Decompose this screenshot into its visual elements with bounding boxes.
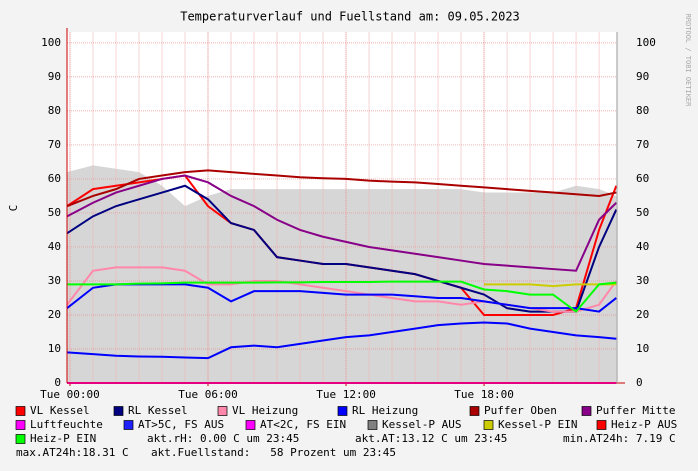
y-tick-label: 60 (48, 172, 61, 185)
y-tick-label-right: 70 (636, 138, 649, 151)
y-tick-label-right: 90 (636, 70, 649, 83)
legend-label: RL Heizung (352, 404, 418, 417)
y-tick-label-right: 10 (636, 342, 649, 355)
y-tick-label: 40 (48, 240, 61, 253)
y-tick-label-right: 30 (636, 274, 649, 287)
legend-swatch (15, 406, 26, 416)
y-tick-label: 20 (48, 308, 61, 321)
legend-swatch (245, 420, 256, 430)
series-line (66, 321, 617, 360)
annotation: akt.rH: 0.00 C um 23:45 (147, 432, 299, 445)
chart-title: Temperaturverlauf und Fuellstand am: 09.… (180, 10, 520, 24)
y-tick-label-right: 20 (636, 308, 649, 321)
legend-label: Kessel-P AUS (382, 418, 461, 431)
legend-swatch (123, 420, 134, 430)
legend-label: VL Heizung (232, 404, 298, 417)
annotation: min.AT24h: 7.19 C (563, 432, 676, 445)
y-tick-label-right: 60 (636, 172, 649, 185)
legend-label: AT>5C, FS AUS (138, 418, 224, 431)
legend-swatch (217, 406, 228, 416)
legend-label: Kessel-P EIN (498, 418, 577, 431)
area (67, 165, 617, 383)
y-tick-label: 10 (48, 342, 61, 355)
legend-label: VL Kessel (30, 404, 90, 417)
y-tick-label: 70 (48, 138, 61, 151)
series-line (67, 280, 617, 313)
legend-label: AT<2C, FS EIN (260, 418, 346, 431)
x-tick-label: Tue 18:00 (454, 388, 514, 401)
y-tick-label: 90 (48, 70, 61, 83)
legend-label: Puffer Oben (484, 404, 557, 417)
annotation: akt.AT:13.12 C um 23:45 (355, 432, 507, 445)
legend-swatch (581, 406, 592, 416)
annotation: akt.Fuellstand: 58 Prozent um 23:45 (151, 446, 396, 459)
y-tick-label: 50 (48, 206, 61, 219)
series-line (66, 174, 618, 272)
y-axis-label: C (7, 205, 20, 212)
legend-swatch (367, 420, 378, 430)
y-tick-label-right: 80 (636, 104, 649, 117)
y-tick-label-right: 0 (636, 376, 643, 389)
legend-label: Heiz-P EIN (30, 432, 96, 445)
y-tick-label-right: 100 (636, 36, 656, 49)
x-tick-label: Tue 06:00 (178, 388, 238, 401)
x-tick-label: Tue 12:00 (316, 388, 376, 401)
legend-label: Luftfeuchte (30, 418, 103, 431)
x-tick-label: Tue 00:00 (40, 388, 100, 401)
watermark: RRDTOOL / TOBI OETIKER (684, 14, 692, 108)
legend-swatch (15, 420, 26, 430)
y-tick-label: 0 (54, 376, 61, 389)
y-tick-label-right: 50 (636, 206, 649, 219)
y-tick-label-right: 40 (636, 240, 649, 253)
legend-swatch (596, 420, 607, 430)
series-line (66, 283, 617, 313)
legend-swatch (337, 406, 348, 416)
series-line (66, 184, 618, 313)
y-tick-label: 80 (48, 104, 61, 117)
legend-label: RL Kessel (128, 404, 188, 417)
legend-swatch (15, 434, 26, 444)
legend-label: Puffer Mitte (596, 404, 675, 417)
legend-label: Heiz-P AUS (611, 418, 677, 431)
legend-swatch (483, 420, 494, 430)
annotation: max.AT24h:18.31 C (16, 446, 129, 459)
legend-swatch (113, 406, 124, 416)
y-tick-label: 100 (41, 36, 61, 49)
y-tick-label: 30 (48, 274, 61, 287)
legend-swatch (469, 406, 480, 416)
series-line (66, 169, 617, 208)
